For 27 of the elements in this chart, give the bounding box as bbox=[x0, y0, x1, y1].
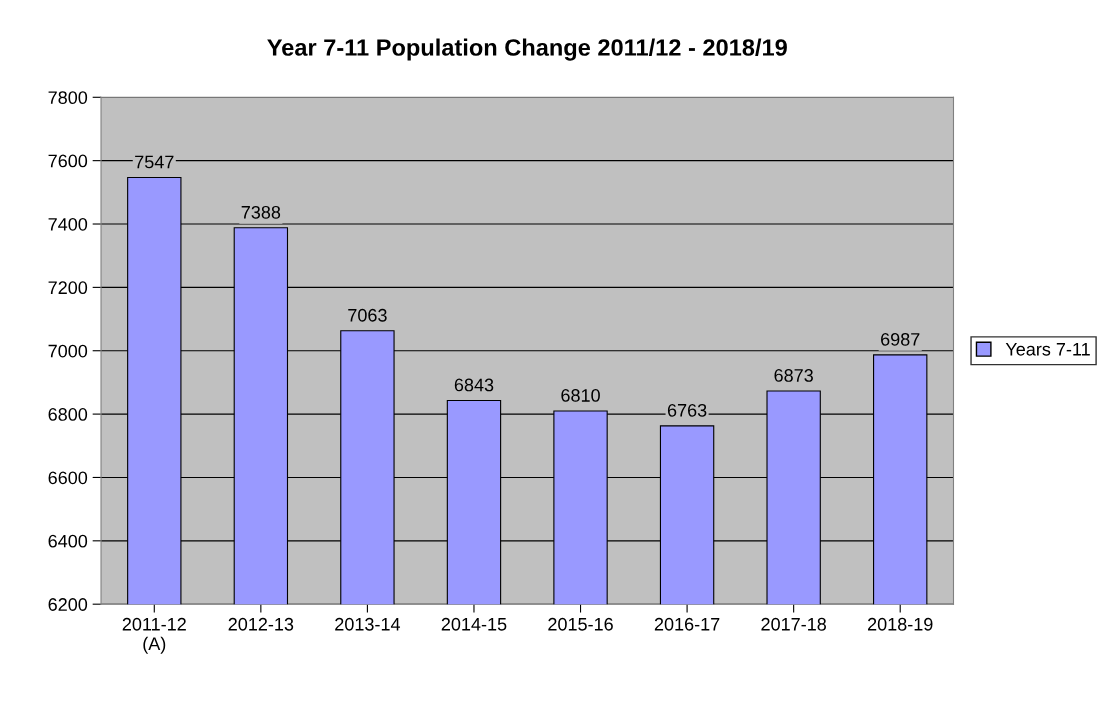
x-tick-label: 2015-16 bbox=[548, 617, 613, 631]
data-label: 6843 bbox=[454, 378, 494, 392]
x-tick-label: 2011-12 (A) bbox=[122, 617, 186, 654]
data-label: 6873 bbox=[774, 369, 813, 382]
data-label: 7388 bbox=[241, 205, 281, 219]
data-label: 7063 bbox=[348, 308, 387, 322]
x-tick-label: 2013-14 bbox=[335, 617, 401, 631]
y-tick-label: 7800 bbox=[48, 91, 88, 105]
y-tick-label: 6800 bbox=[48, 408, 88, 421]
x-tick-label: 2017-18 bbox=[761, 617, 826, 631]
y-tick-label: 6200 bbox=[48, 598, 88, 611]
y-tick-label: 6600 bbox=[48, 471, 88, 485]
data-label: 7547 bbox=[135, 155, 174, 169]
y-tick-label: 7000 bbox=[48, 344, 88, 358]
x-tick-label: 2014-15 bbox=[441, 617, 507, 631]
x-tick-label: 2018-19 bbox=[867, 617, 933, 631]
y-tick-label: 7200 bbox=[48, 281, 88, 295]
legend-label: Years 7-11 bbox=[1005, 343, 1090, 356]
x-tick-label: 2016-17 bbox=[654, 617, 720, 631]
data-label: 6810 bbox=[561, 389, 600, 402]
x-tick-label: 2012-13 bbox=[228, 617, 294, 631]
chart-title: Year 7-11 Population Change 2011/12 - 2018/19 bbox=[267, 38, 787, 61]
y-tick-label: 6400 bbox=[48, 534, 88, 548]
y-tick-label: 7600 bbox=[48, 154, 88, 168]
data-label: 6987 bbox=[881, 332, 920, 346]
y-tick-label: 7400 bbox=[48, 217, 88, 231]
data-label: 6763 bbox=[667, 403, 707, 417]
